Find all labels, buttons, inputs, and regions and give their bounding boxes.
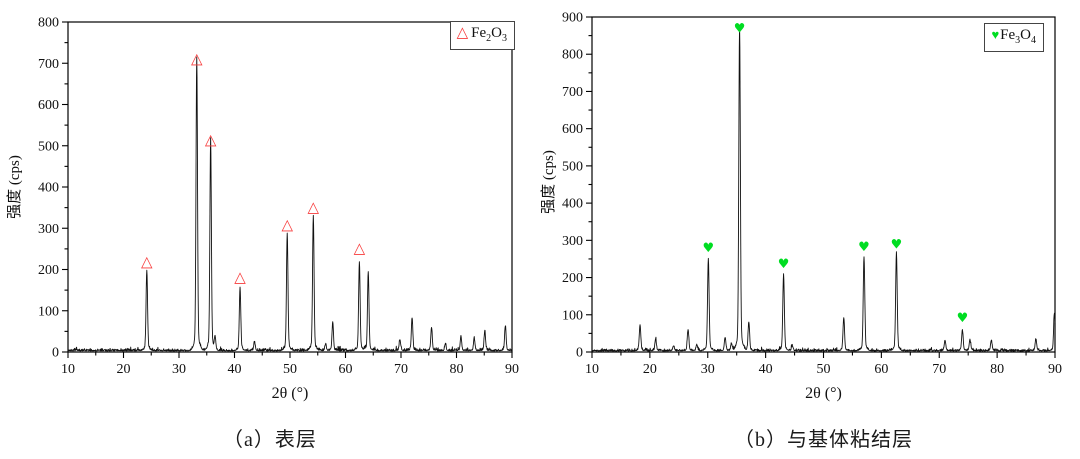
triangle-marker-icon: △ [456, 25, 469, 41]
x-axis-label-a: 2θ (°) [271, 385, 309, 402]
y-tick-label: 800 [38, 16, 59, 31]
xrd-chart-bonding-layer: 10 20 30 40 50 60 70 80 90 0 100 200 300 400 500 600 700… [540, 0, 1080, 459]
y-axis-label-a: 强度 (cps) [7, 155, 23, 219]
heart-marker-icon: ♥ [991, 27, 1000, 42]
diffraction-trace [67, 56, 513, 352]
peak-marker-icon: ♥ [858, 240, 870, 255]
peak-marker-icon: ♥ [778, 257, 790, 272]
x-tick-label: 80 [450, 362, 464, 377]
peak-marker-icon: △ [191, 49, 203, 67]
y-axis: 0 100 200 300 400 500 600 700 800 900 [562, 11, 592, 361]
x-axis-label-b: 2θ (°) [805, 385, 842, 402]
legend-b: ♥Fe3O4 [984, 23, 1044, 52]
x-tick-label: 90 [1048, 362, 1062, 377]
x-tick-label: 70 [932, 362, 946, 377]
y-axis: 0 100 200 300 400 500 600 700 800 [38, 16, 68, 361]
peak-markers: ♥ ♥ ♥ ♥ ♥ ♥ [703, 22, 969, 327]
x-tick-label: 40 [228, 362, 242, 377]
plot-frame [67, 21, 513, 353]
xrd-chart-surface-layer: 10 20 30 40 50 60 70 80 90 0 100 200 300 400 500 600 700… [7, 16, 519, 452]
x-tick-label: 30 [701, 362, 715, 377]
caption-a: （a）表层 [223, 429, 317, 451]
peak-marker-icon: △ [308, 198, 320, 216]
legend-label-fe3o4: Fe3O4 [1000, 27, 1036, 46]
peak-marker-icon: △ [141, 253, 153, 271]
x-tick-label: 60 [339, 362, 353, 377]
peak-markers: △ △ △ △ △ △ △ [141, 49, 366, 286]
x-tick-label: 20 [643, 362, 657, 377]
peak-marker-icon: △ [354, 239, 366, 257]
y-tick-label: 0 [52, 346, 59, 361]
peak-marker-icon: ♥ [891, 238, 903, 253]
y-tick-label: 0 [576, 346, 583, 361]
x-tick-label: 10 [61, 362, 75, 377]
x-axis: 10 20 30 40 50 60 70 80 90 [61, 352, 519, 377]
peak-marker-icon: △ [234, 268, 246, 286]
y-tick-label: 600 [562, 122, 583, 137]
x-tick-label: 10 [585, 362, 599, 377]
peak-marker-icon: ♥ [703, 241, 715, 256]
y-tick-label: 800 [562, 48, 583, 63]
x-tick-label: 50 [283, 362, 297, 377]
y-tick-label: 300 [38, 222, 59, 237]
y-tick-label: 300 [562, 234, 583, 249]
y-tick-label: 700 [38, 57, 59, 72]
y-tick-label: 500 [38, 139, 59, 154]
y-tick-label: 200 [562, 271, 583, 286]
y-axis-label-b: 强度 (cps) [541, 150, 557, 214]
peak-marker-icon: △ [281, 215, 293, 233]
y-tick-label: 700 [562, 85, 583, 100]
y-tick-label: 600 [38, 98, 59, 113]
y-tick-label: 100 [562, 308, 583, 323]
x-tick-label: 50 [817, 362, 831, 377]
plot-area-b: 10 20 30 40 50 60 70 80 900100200300400500600700… [562, 11, 1062, 378]
y-tick-label: 900 [562, 11, 583, 26]
x-tick-label: 20 [117, 362, 131, 377]
plot-frame [591, 16, 1056, 353]
y-tick-label: 500 [562, 159, 583, 174]
caption-b: （b）与基体粘结层 [734, 429, 913, 451]
x-tick-label: 30 [172, 362, 186, 377]
y-tick-label: 200 [38, 263, 59, 278]
x-tick-label: 40 [759, 362, 773, 377]
diffraction-trace [591, 24, 1056, 352]
y-tick-label: 400 [562, 197, 583, 212]
y-tick-label: 400 [38, 181, 59, 196]
y-tick-label: 100 [38, 304, 59, 319]
x-tick-label: 70 [394, 362, 408, 377]
legend-a: △ Fe2O3 [449, 21, 515, 50]
x-axis: 10 20 30 40 50 60 70 80 90 [585, 352, 1062, 377]
x-tick-label: 60 [874, 362, 888, 377]
peak-marker-icon: ♥ [734, 22, 746, 37]
peak-marker-icon: △ [205, 131, 217, 149]
x-tick-label: 80 [990, 362, 1004, 377]
peak-marker-icon: ♥ [957, 311, 969, 326]
x-tick-label: 90 [505, 362, 519, 377]
plot-area-a: 10 20 30 40 50 60 70 80 90 0 100 200 300 400 500 600 700… [38, 16, 519, 378]
legend-label-fe2o3: Fe2O3 [471, 25, 507, 44]
